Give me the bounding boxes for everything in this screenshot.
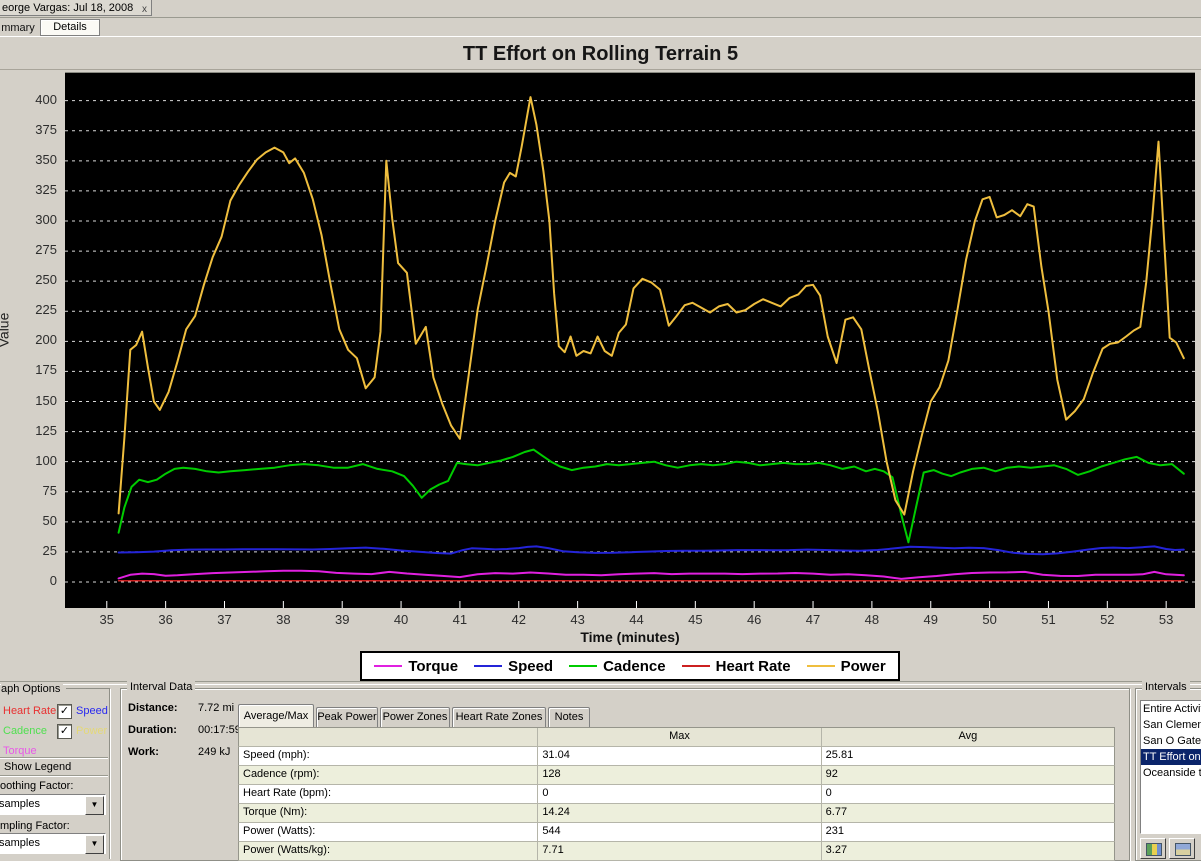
interval-tab-power-zones[interactable]: Power Zones [380,707,450,727]
intervals-list[interactable]: Entire Activity San Clemente San O Gate to… [1140,700,1201,834]
graph-options-border [66,688,110,689]
interval-data-title: Interval Data [127,681,196,693]
smoothing-factor-label: oothing Factor: [0,780,74,792]
series-label-heart-rate[interactable]: Heart Rate [3,705,57,717]
row-avg-value: 3.27 [825,844,848,856]
interval-list-item[interactable]: San O Gate to [1143,735,1201,747]
interval-tab-average-max[interactable]: Average/Max [238,704,314,727]
tab-details[interactable]: Details [40,19,100,36]
row-max-value: 7.71 [538,842,822,860]
row-max-value: 31.04 [538,747,822,765]
row-label: Heart Rate (bpm): [239,785,539,803]
table-row: Torque (Nm): 14.24 6.77 [238,804,1115,823]
stat-label: Work: [128,746,159,758]
chevron-down-icon[interactable]: ▼ [85,796,104,815]
power-line [117,96,1185,516]
report-icon [1175,843,1191,856]
chevron-down-icon[interactable]: ▼ [85,835,104,854]
cadence-line [117,448,1185,544]
speed-checkbox[interactable]: ✓ [57,704,72,719]
graph-options-panel-title: aph Options [1,683,64,695]
row-max-value: 128 [538,766,822,784]
interval-tab-heart-rate-zones[interactable]: Heart Rate Zones [452,707,546,727]
document-tab-bar: eorge Vargas: Jul 18, 2008 x [0,0,1201,18]
interval-list-item[interactable]: San Clemente [1143,719,1201,731]
row-label: Cadence (rpm): [239,766,539,784]
row-max-value: 0 [538,785,822,803]
table-row: Heart Rate (bpm): 0 0 [238,785,1115,804]
row-label: Power (Watts/kg): [239,842,539,860]
row-avg-value: 25.81 [825,749,854,761]
row-max-value: 14.24 [538,804,822,822]
interval-list-item[interactable]: Oceanside to [1143,767,1201,779]
view-tab-bar: mmary Details [0,18,1201,36]
interval-table: Max Avg Speed (mph): 31.04 25.81 Cadence (rpm… [238,727,1115,861]
stat-value: 7.72 mi [198,702,235,714]
separator [0,775,108,777]
power-checkbox[interactable]: ✓ [57,724,72,739]
intervals-toolbar-button-2[interactable] [1169,838,1195,859]
row-label: Power (Watts): [239,823,539,841]
sampling-factor-label: mpling Factor: [0,820,70,832]
close-icon[interactable]: x [142,4,147,15]
row-max-value: 544 [538,823,822,841]
row-label: Speed (mph): [239,747,539,765]
stat-value: 249 kJ [198,746,231,758]
table-header-row: Max Avg [238,728,1115,747]
interval-list-item[interactable]: Entire Activity [1143,703,1201,715]
chart-title: TT Effort on Rolling Terrain 5 [0,39,1201,70]
torque-line [117,569,1185,580]
graph-options-border-right [109,689,111,859]
sampling-factor-select[interactable]: samples ▼ [0,833,106,854]
panel-divider [0,681,1201,685]
separator [0,757,108,759]
smoothing-factor-value: samples [0,798,40,810]
stat-label: Duration: [128,724,177,736]
stat-label: Distance: [128,702,178,714]
document-tab-label: eorge Vargas: Jul 18, 2008 [2,2,134,14]
sampling-factor-value: samples [0,837,40,849]
interval-tab-notes[interactable]: Notes [548,707,590,727]
speed-line [117,545,1185,556]
row-avg-value: 92 [825,768,838,780]
plot-area[interactable] [65,72,1195,608]
interval-tab-peak-power[interactable]: Peak Power [316,707,378,727]
row-label: Torque (Nm): [239,804,539,822]
table-header-cell [239,728,539,746]
row-avg-value: 6.77 [825,806,848,818]
intervals-toolbar-button-1[interactable] [1140,838,1166,859]
series-label-speed[interactable]: Speed [76,705,108,717]
table-header-avg: Avg [958,730,978,742]
intervals-title: Intervals [1142,681,1190,693]
series-label-cadence[interactable]: Cadence [3,725,48,737]
show-legend-toggle[interactable]: Show Legend [4,761,72,773]
tab-summary[interactable]: mmary [1,22,35,34]
chart-svg[interactable] [65,73,1195,608]
table-row: Power (Watts/kg): 7.71 3.27 [238,842,1115,861]
series-label-torque[interactable]: Torque [3,745,37,757]
table-row: Cadence (rpm): 128 92 [238,766,1115,785]
chart-thumbnail-icon [1146,843,1162,856]
table-row: Speed (mph): 31.04 25.81 [238,747,1115,766]
smoothing-factor-select[interactable]: samples ▼ [0,794,106,815]
table-row: Power (Watts): 544 231 [238,823,1115,842]
interval-list-item[interactable]: TT Effort on R [1141,749,1201,765]
table-header-max: Max [538,728,822,746]
row-avg-value: 231 [825,825,845,837]
series-label-power[interactable]: Power [76,725,108,737]
stat-value: 00:17:59 [198,724,241,736]
row-avg-value: 0 [825,787,832,799]
document-tab[interactable]: eorge Vargas: Jul 18, 2008 x [0,0,152,16]
